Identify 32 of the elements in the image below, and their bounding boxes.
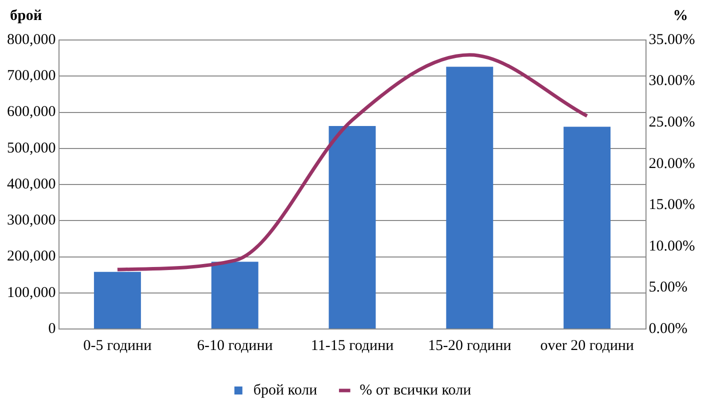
y-tick-label: 100,000 xyxy=(7,284,56,301)
x-tick-label: 11-15 години xyxy=(310,338,394,354)
bar xyxy=(564,126,611,328)
y2-tick-label: 20.00% xyxy=(648,156,696,172)
y-tick-label: 0 xyxy=(48,320,56,337)
legend-label: % от всички коли xyxy=(360,382,472,398)
y-tick-label: 200,000 xyxy=(7,248,56,265)
y-tick-label: 800,000 xyxy=(7,32,56,48)
y2-tick-label: 0.00% xyxy=(648,320,688,337)
y-tick-label: 600,000 xyxy=(7,104,56,120)
y2-tick-label: 10.00% xyxy=(648,238,696,254)
y2-axis-title: % xyxy=(673,8,688,25)
y2-tick-label: 35.00% xyxy=(648,32,696,48)
y-tick-label: 300,000 xyxy=(7,212,56,229)
x-tick-label: 6-10 години xyxy=(196,338,273,354)
legend-label: брой коли xyxy=(253,382,318,398)
x-tick-label: over 20 години xyxy=(540,338,634,354)
y-tick-label: 500,000 xyxy=(7,140,56,156)
y-tick-label: 400,000 xyxy=(7,176,56,192)
x-tick-label: 15-20 години xyxy=(428,338,512,354)
line-series xyxy=(116,53,589,272)
y2-tick-label: 30.00% xyxy=(648,73,696,90)
y2-tick-label: 5.00% xyxy=(648,280,688,296)
bar xyxy=(446,66,494,328)
y2-tick-label: 25.00% xyxy=(648,114,696,131)
bar xyxy=(328,126,376,328)
x-tick-label: 0-5 години xyxy=(83,338,152,354)
bar xyxy=(211,262,258,328)
bar xyxy=(94,272,141,328)
y2-tick-label: 15.00% xyxy=(648,197,696,214)
y-tick-label: 700,000 xyxy=(7,68,56,84)
y-axis-title: брой xyxy=(10,8,42,25)
